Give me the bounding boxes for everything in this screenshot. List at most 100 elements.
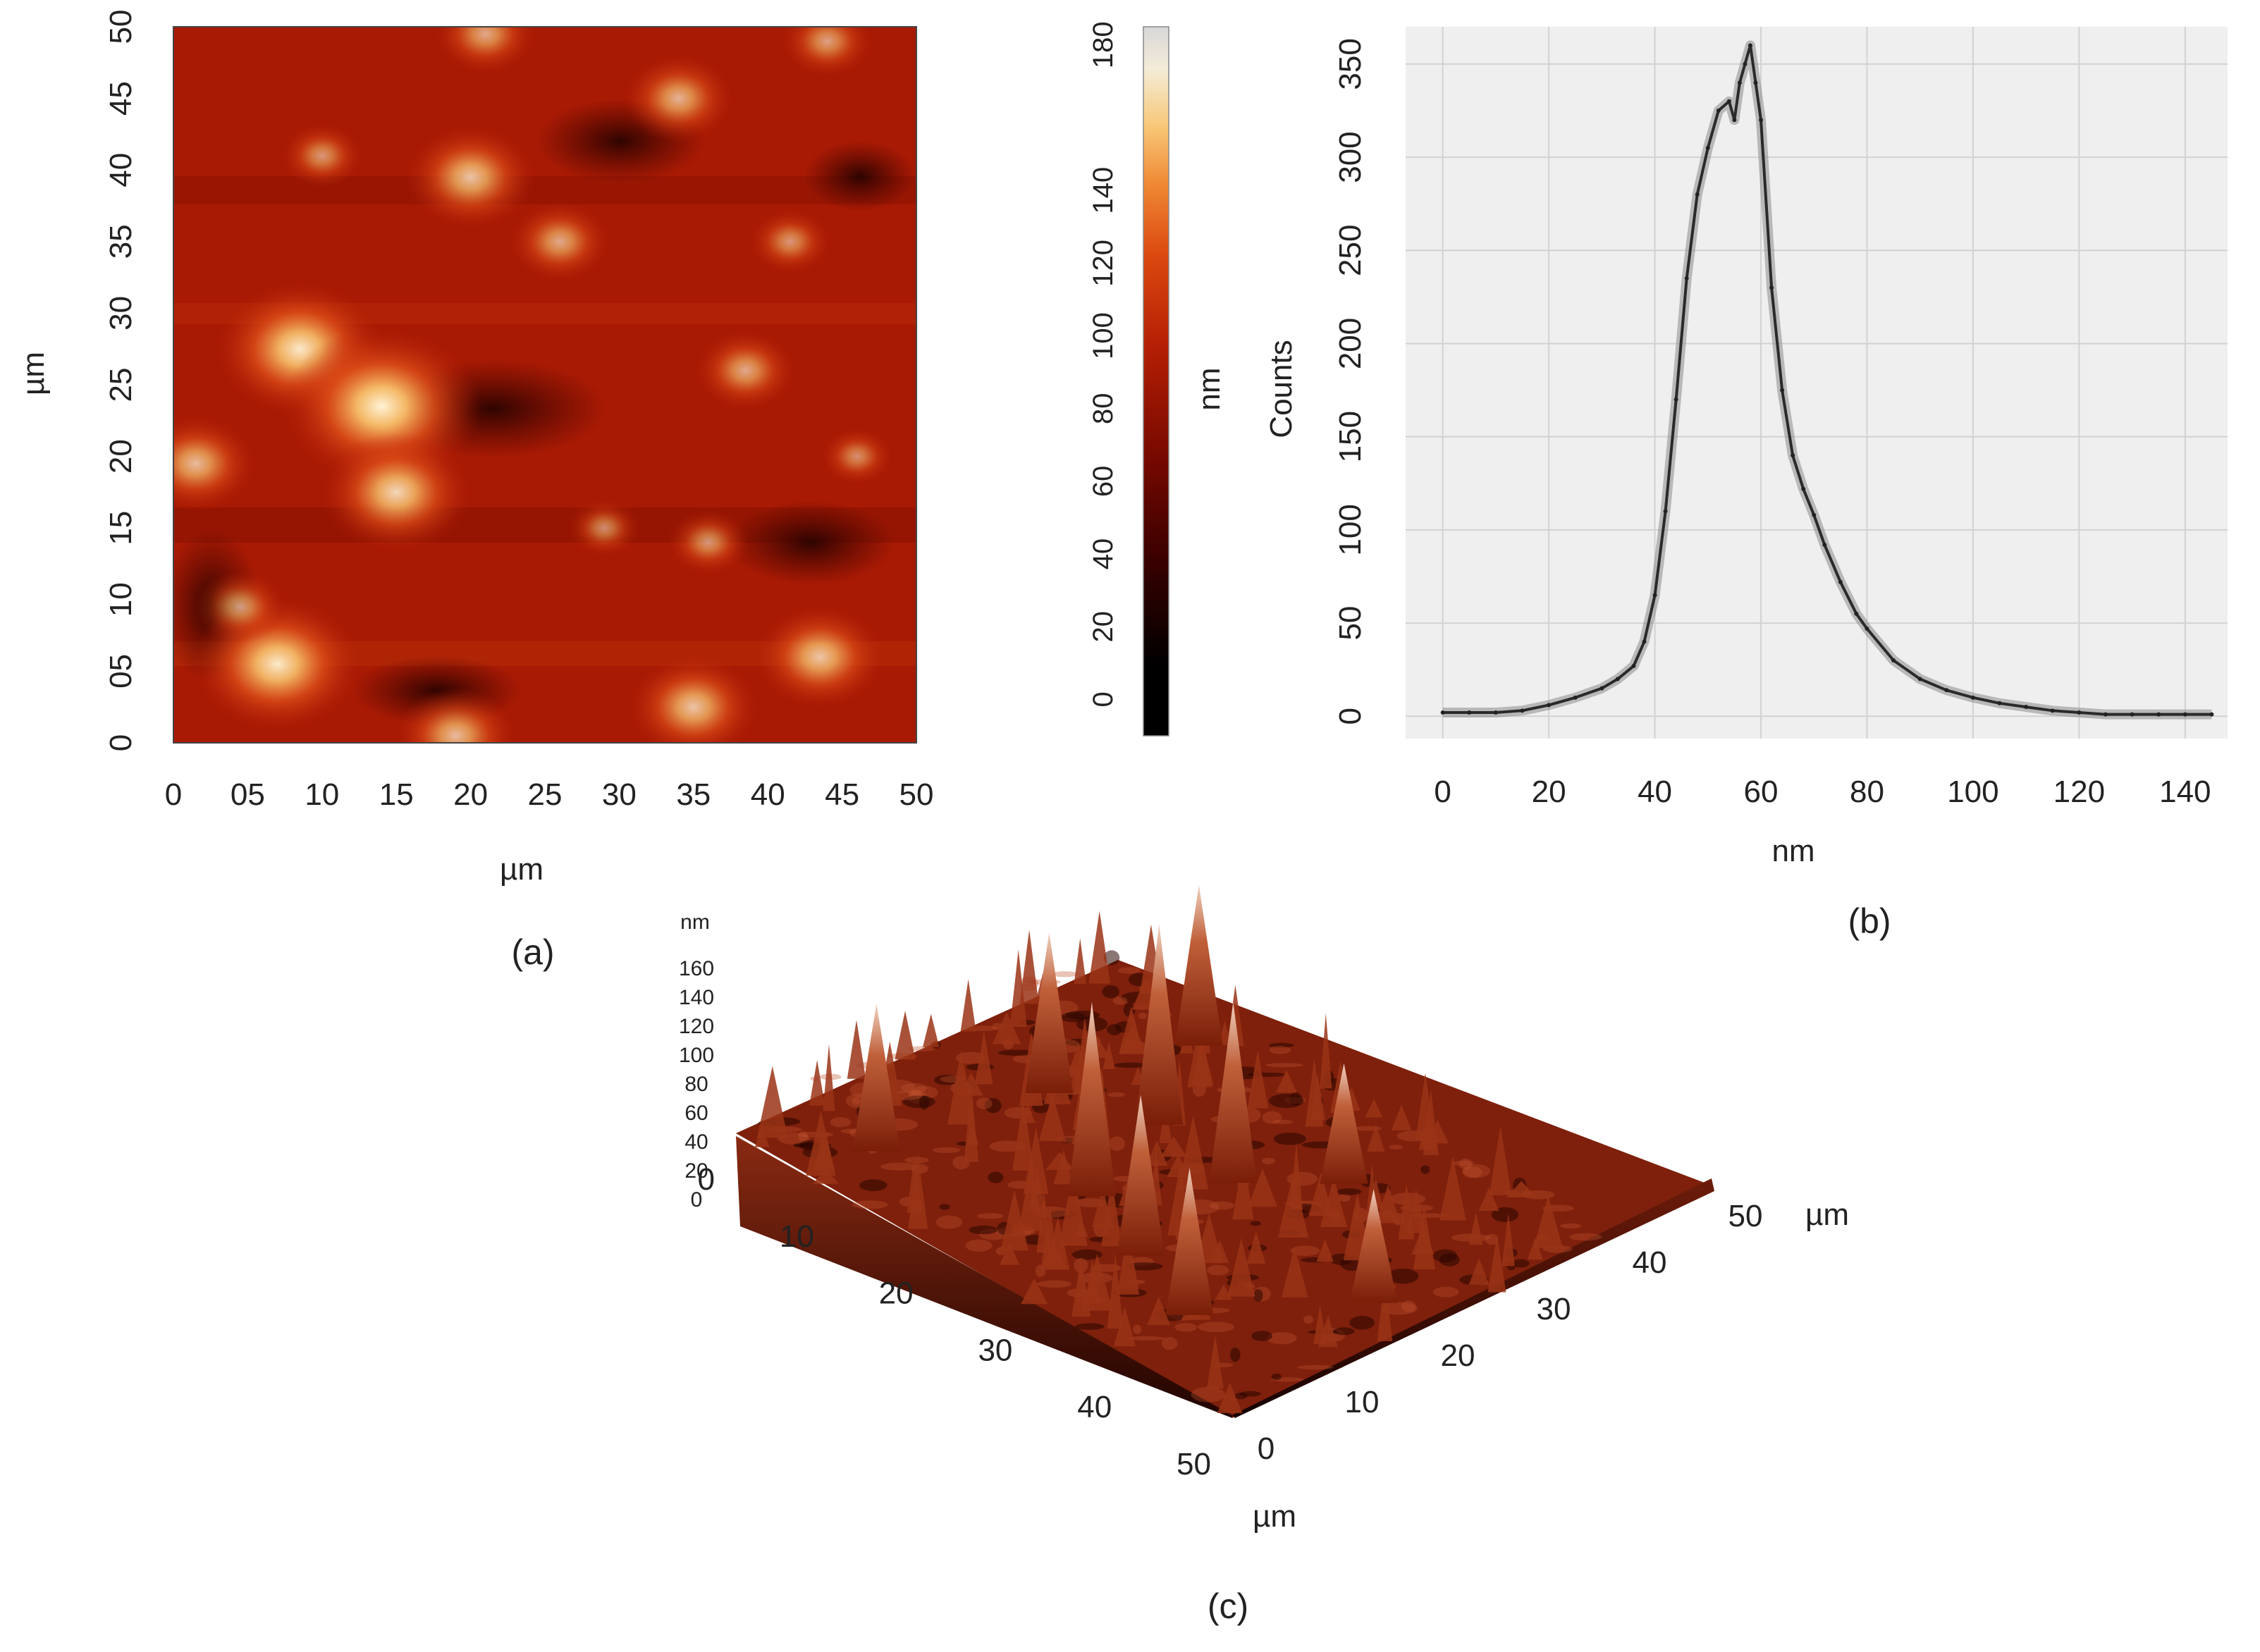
surface-texture-mark	[1229, 1348, 1241, 1362]
surface-spike	[1009, 949, 1027, 1027]
heatmap-x-axis-label: µm	[500, 852, 543, 887]
surface-texture-mark	[852, 1200, 888, 1209]
histogram-point	[1891, 658, 1896, 662]
surface-texture-mark	[1253, 1289, 1263, 1302]
surface-texture-mark	[955, 1052, 986, 1064]
surface-texture-mark	[1491, 1207, 1519, 1222]
histogram-point	[1737, 80, 1742, 85]
surface-texture-mark	[1432, 1249, 1458, 1263]
surface-spike	[1375, 1184, 1401, 1223]
surface-spike	[1040, 1243, 1068, 1269]
surface-texture-mark	[969, 1225, 998, 1235]
histogram-point	[1865, 627, 1869, 631]
surface-spike	[1377, 1276, 1393, 1342]
surface-spike	[974, 1030, 993, 1085]
surface-z-tick-label: 120	[679, 1015, 714, 1038]
surface-texture-mark	[904, 1157, 929, 1164]
histogram-point	[2209, 712, 2214, 717]
surface-texture-mark	[976, 1097, 993, 1109]
surface-spike	[908, 1153, 928, 1229]
surface-texture-mark	[1075, 1323, 1105, 1330]
surface-spike	[1088, 911, 1110, 984]
heatmap-y-tick-label: 45	[104, 81, 138, 116]
surface-spike	[1528, 1237, 1543, 1260]
surface-spike	[1277, 1173, 1309, 1238]
histogram-x-tick-label: 0	[1434, 775, 1451, 809]
surface-spike	[1468, 1258, 1490, 1286]
surface-texture-mark	[1269, 1046, 1291, 1054]
histogram-point	[1695, 192, 1700, 197]
surface-spike	[1248, 1168, 1277, 1207]
surface-texture-mark	[1452, 1160, 1475, 1166]
heatmap-x-tick-label: 10	[305, 777, 339, 812]
surface-texture-mark	[935, 1215, 963, 1229]
surface-peak-2	[1025, 932, 1074, 1094]
surface-texture-mark	[1290, 1245, 1320, 1257]
surface-texture-mark	[939, 1204, 950, 1210]
histogram-point	[1854, 611, 1859, 616]
surface-texture-mark	[1107, 1092, 1125, 1097]
surface-texture-mark	[1269, 1042, 1294, 1048]
surface-texture-mark	[1174, 1323, 1198, 1332]
colorbar-tick-labels: 0 20 40 60 80 100 120 140 180	[1088, 21, 1119, 707]
surface-spike	[1310, 1073, 1325, 1121]
surface-texture-mark	[1107, 1024, 1122, 1035]
histogram-point	[1673, 397, 1678, 402]
surface-texture-mark	[965, 1239, 993, 1252]
height-feature-9	[622, 54, 735, 143]
surface-texture-mark	[1432, 1286, 1459, 1297]
surface-spike	[756, 1066, 788, 1138]
histogram-point	[1838, 579, 1843, 584]
histogram-plot-area	[1406, 27, 2228, 739]
surface-spike	[1533, 1195, 1564, 1249]
surface-texture-mark	[1265, 1063, 1303, 1068]
histogram-y-tick-label: 150	[1333, 411, 1368, 462]
surface-y-tick-label: 40	[1633, 1245, 1667, 1280]
histogram-point	[1440, 710, 1445, 715]
surface-spike	[1021, 1278, 1048, 1305]
heatmap-y-tick-label: 10	[104, 582, 138, 617]
histogram-point	[1791, 453, 1795, 458]
surface-texture-mark	[1297, 1364, 1334, 1370]
surface-texture-mark	[1114, 1062, 1149, 1068]
surface-spike	[1074, 1219, 1088, 1237]
height-feature-18	[568, 499, 641, 557]
surface-spike	[1146, 1140, 1168, 1166]
surface-spike	[1276, 1069, 1297, 1093]
histogram-point	[2024, 705, 2029, 710]
histogram-point	[1769, 285, 1774, 290]
surface-texture-mark	[1036, 1280, 1072, 1288]
colorbar-tick-label: 40	[1088, 538, 1119, 570]
heatmap-y-tick-label: 05	[104, 654, 138, 689]
surface-peak-6	[852, 1004, 901, 1152]
height-feature-14	[749, 209, 831, 275]
surface-z-tick-label: 160	[679, 957, 714, 980]
surface-spike	[1468, 1212, 1483, 1245]
histogram-series-line	[1442, 44, 2212, 716]
heatmap-y-tick-label: 0	[104, 734, 138, 751]
surface-texture-mark	[1387, 1268, 1419, 1284]
surface-y-tick-label: 20	[1441, 1338, 1475, 1373]
heatmap-x-tick-label: 45	[825, 777, 859, 812]
surface-peak-4	[1067, 1001, 1116, 1197]
heatmap-x-tick-labels: 0 05 10 15 20 25 30 35 40 45 50	[165, 777, 934, 812]
histogram-y-tick-label: 200	[1333, 318, 1368, 369]
colorbar	[1143, 27, 1169, 736]
surface-texture-mark	[1250, 1221, 1261, 1226]
surface-spike	[1246, 1231, 1266, 1264]
histogram-y-tick-label: 50	[1333, 606, 1368, 641]
histogram-point	[1684, 276, 1689, 281]
surface-texture-mark	[1349, 1316, 1375, 1330]
surface-texture-mark	[984, 1097, 1002, 1114]
surface-spike	[1081, 1254, 1113, 1311]
surface-y-axis-label-right: µm	[1805, 1197, 1849, 1232]
histogram-point	[1631, 663, 1636, 668]
histogram-point	[1520, 708, 1525, 713]
surface-x-tick-label: 20	[879, 1276, 914, 1311]
surface-spike	[1074, 938, 1087, 985]
surface-texture-mark	[1138, 1012, 1148, 1019]
surface-spike	[1489, 1126, 1512, 1195]
surface-x-tick-label: 40	[1077, 1390, 1112, 1424]
histogram-point	[1748, 43, 1752, 48]
